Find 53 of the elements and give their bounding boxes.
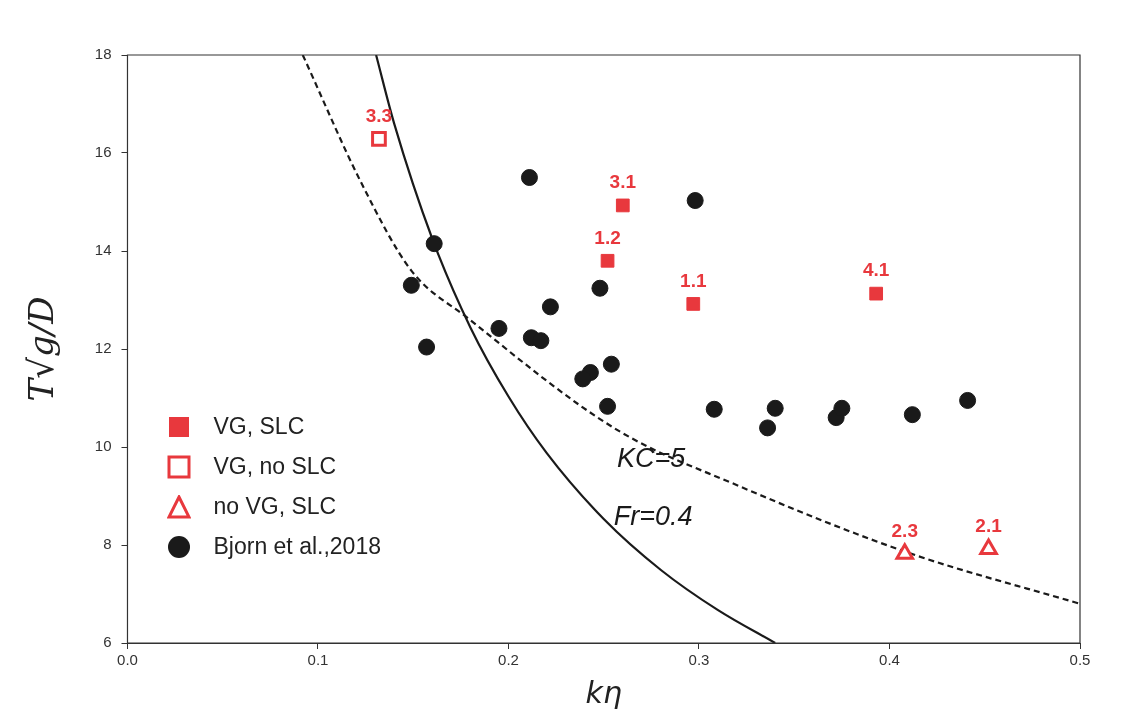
point — [599, 397, 617, 415]
point — [686, 192, 704, 210]
point — [541, 298, 559, 316]
annotation: 2.1 — [975, 514, 1003, 536]
point — [591, 279, 609, 297]
annotation: 3.3 — [365, 104, 393, 126]
x-tick-label: 0.1 — [307, 651, 329, 669]
x-tick-label: 0.4 — [879, 651, 900, 669]
annotation: 1.1 — [680, 269, 707, 291]
annotation: 3.1 — [609, 171, 637, 193]
point — [895, 543, 915, 560]
point — [602, 355, 620, 373]
x-tick-label: 0.0 — [117, 651, 138, 669]
annotation: 1.2 — [594, 226, 621, 248]
legend-label: no VG, SLC — [213, 493, 337, 520]
series-label: Fr=0.4 — [613, 500, 693, 531]
point — [959, 391, 977, 409]
x-tick-label: 0.2 — [498, 651, 519, 669]
point — [903, 406, 921, 424]
annotation: 4.1 — [862, 259, 890, 281]
point — [418, 338, 436, 356]
point — [574, 370, 592, 388]
point — [979, 538, 998, 555]
y-tick-label: 8 — [103, 535, 112, 553]
point — [833, 399, 851, 417]
point — [425, 235, 443, 253]
point — [766, 399, 784, 417]
y-tick-label: 10 — [94, 437, 112, 455]
y-tick-label: 18 — [94, 45, 112, 63]
point — [532, 332, 550, 350]
point — [600, 253, 615, 268]
series-label: KC=5 — [617, 442, 687, 473]
y-tick-label: 6 — [103, 633, 112, 651]
point — [402, 276, 420, 294]
point — [490, 319, 508, 337]
legend-label: VG, no SLC — [213, 453, 337, 480]
annotation: 2.3 — [891, 519, 918, 541]
y-tick-label: 14 — [94, 241, 112, 259]
point — [520, 169, 538, 186]
point — [615, 198, 630, 213]
y-axis-title: T√g/D — [21, 296, 62, 402]
point — [686, 297, 701, 311]
point — [705, 400, 723, 418]
x-tick-label: 0.5 — [1069, 651, 1091, 669]
point — [759, 419, 777, 437]
point — [869, 286, 884, 301]
y-tick-label: 16 — [94, 143, 112, 161]
legend-label: Bjorn et al.,2018 — [213, 533, 381, 560]
x-tick-label: 0.3 — [688, 651, 710, 669]
y-tick-label: 12 — [94, 339, 112, 357]
point — [371, 130, 387, 147]
x-axis-title: kη — [585, 674, 622, 710]
legend-label: VG, SLC — [213, 413, 305, 440]
